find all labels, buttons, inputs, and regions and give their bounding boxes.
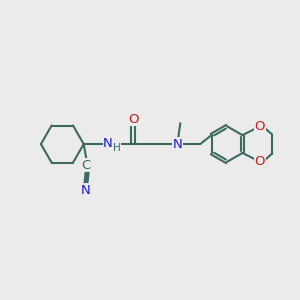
Text: H: H: [112, 143, 120, 153]
Text: C: C: [81, 159, 91, 172]
Text: N: N: [81, 184, 91, 196]
Text: N: N: [173, 138, 183, 151]
Text: O: O: [128, 112, 139, 126]
Text: O: O: [254, 155, 265, 168]
Text: O: O: [254, 120, 265, 133]
Text: N: N: [103, 137, 113, 150]
